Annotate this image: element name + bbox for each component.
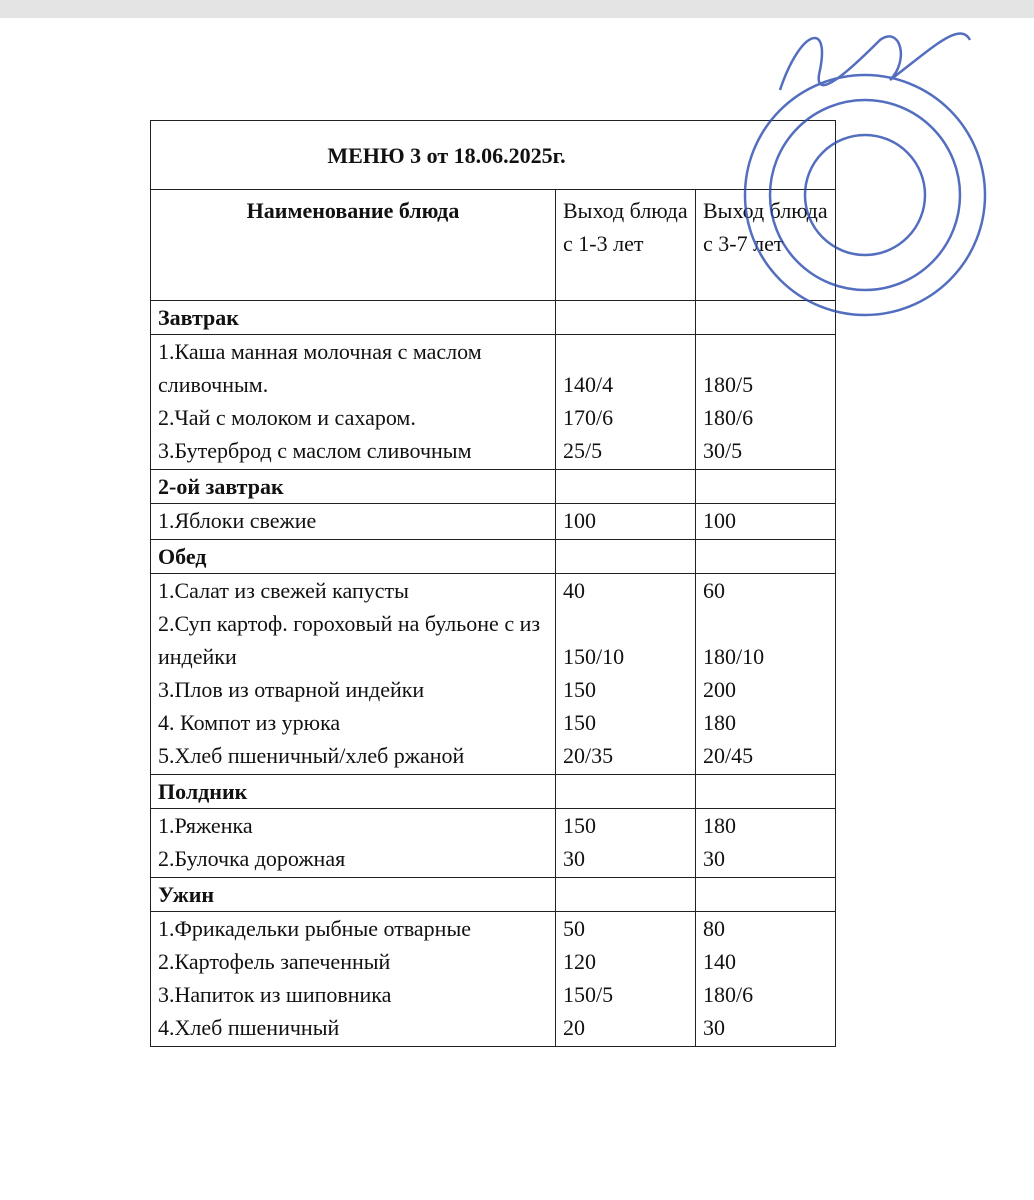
empty-cell [555,774,696,809]
dish: 5.Хлеб пшеничный/хлеб ржаной [150,739,556,775]
empty-cell [555,300,696,335]
item-row: 1.Ряженка 150 180 [150,808,836,842]
empty-cell [695,469,836,504]
portion-1-3: 20/35 [555,739,696,775]
portion-1-3: 25/5 [555,434,696,470]
menu-body: МЕНЮ 3 от 18.06.2025г. Наименование блюд… [150,120,836,1047]
item-row: 1.Салат из свежей капусты 40 60 [150,573,836,607]
item-row: 2.Чай с молоком и сахаром. 170/6 180/6 [150,401,836,434]
item-row: 5.Хлеб пшеничный/хлеб ржаной 20/35 20/45 [150,739,836,775]
dish: 3.Напиток из шиповника [150,978,556,1011]
top-bar [0,0,1034,18]
item-row: 1.Фрикадельки рыбные отварные 50 80 [150,911,836,945]
section-row: Ужин [150,877,836,912]
portion-1-3: 150/10 [555,607,696,673]
portion-1-3: 150 [555,808,696,842]
portion-3-7: 180 [695,706,836,739]
header-cell: Выход блюда с 3-7 лет [695,189,836,301]
portion-1-3: 150 [555,673,696,706]
dish: 3.Бутерброд с маслом сливочным [150,434,556,470]
stamp [743,32,987,317]
section-row: Обед [150,539,836,574]
item-row: 4.Хлеб пшеничный 20 30 [150,1011,836,1047]
section-row: Завтрак [150,300,836,335]
portion-3-7: 30 [695,842,836,878]
section-name: 2-ой завтрак [150,469,556,504]
item-row: 2.Суп картоф. гороховый на бульоне с из … [150,607,836,673]
portion-1-3: 30 [555,842,696,878]
portion-1-3: 150 [555,706,696,739]
empty-cell [555,877,696,912]
header-cell: Наименование блюда [150,189,556,301]
portion-1-3: 150/5 [555,978,696,1011]
dish: 3.Плов из отварной индейки [150,673,556,706]
dish: 2.Картофель запеченный [150,945,556,978]
portion-1-3: 40 [555,573,696,607]
portion-3-7: 80 [695,911,836,945]
portion-3-7: 180/10 [695,607,836,673]
portion-3-7: 140 [695,945,836,978]
dish: 2.Чай с молоком и сахаром. [150,401,556,434]
dish: 4.Хлеб пшеничный [150,1011,556,1047]
header-row: Наименование блюда Выход блюда с 1-3 лет… [150,189,836,301]
section-name: Полдник [150,774,556,809]
portion-3-7: 200 [695,673,836,706]
empty-cell [555,469,696,504]
item-row: 1.Яблоки свежие 100 100 [150,503,836,540]
header-cell: Выход блюда с 1-3 лет [555,189,696,301]
empty-cell [695,774,836,809]
empty-cell [695,539,836,574]
portion-3-7: 60 [695,573,836,607]
portion-1-3: 100 [555,503,696,540]
portion-1-3: 50 [555,911,696,945]
item-row: 2.Картофель запеченный 120 140 [150,945,836,978]
portion-3-7: 30/5 [695,434,836,470]
portion-3-7: 20/45 [695,739,836,775]
item-row: 3.Напиток из шиповника 150/5 180/6 [150,978,836,1011]
dish: 1.Салат из свежей капусты [150,573,556,607]
menu-table: МЕНЮ 3 от 18.06.2025г. Наименование блюд… [150,120,836,1047]
dish: 4. Компот из урюка [150,706,556,739]
dish: 1.Яблоки свежие [150,503,556,540]
portion-3-7: 100 [695,503,836,540]
portion-3-7: 180/6 [695,401,836,434]
section-name: Завтрак [150,300,556,335]
portion-3-7: 180/6 [695,978,836,1011]
title-row: МЕНЮ 3 от 18.06.2025г. [150,120,836,190]
section-row: Полдник [150,774,836,809]
empty-cell [695,300,836,335]
dish: 1.Фрикадельки рыбные отварные [150,911,556,945]
portion-3-7: 180 [695,808,836,842]
dish: 2.Булочка дорожная [150,842,556,878]
item-row: 4. Компот из урюка 150 180 [150,706,836,739]
portion-3-7: 180/5 [695,334,836,401]
item-row: 3.Плов из отварной индейки 150 200 [150,673,836,706]
portion-1-3: 140/4 [555,334,696,401]
dish: 2.Суп картоф. гороховый на бульоне с из … [150,607,556,673]
section-row: 2-ой завтрак [150,469,836,504]
item-row: 1.Каша манная молочная с маслом сливочны… [150,334,836,401]
section-name: Ужин [150,877,556,912]
section-name: Обед [150,539,556,574]
item-row: 2.Булочка дорожная 30 30 [150,842,836,878]
item-row: 3.Бутерброд с маслом сливочным 25/5 30/5 [150,434,836,470]
empty-cell [695,877,836,912]
portion-1-3: 170/6 [555,401,696,434]
title: МЕНЮ 3 от 18.06.2025г. [150,120,836,190]
portion-1-3: 20 [555,1011,696,1047]
empty-cell [555,539,696,574]
portion-1-3: 120 [555,945,696,978]
dish: 1.Каша манная молочная с маслом сливочны… [150,334,556,401]
dish: 1.Ряженка [150,808,556,842]
portion-3-7: 30 [695,1011,836,1047]
